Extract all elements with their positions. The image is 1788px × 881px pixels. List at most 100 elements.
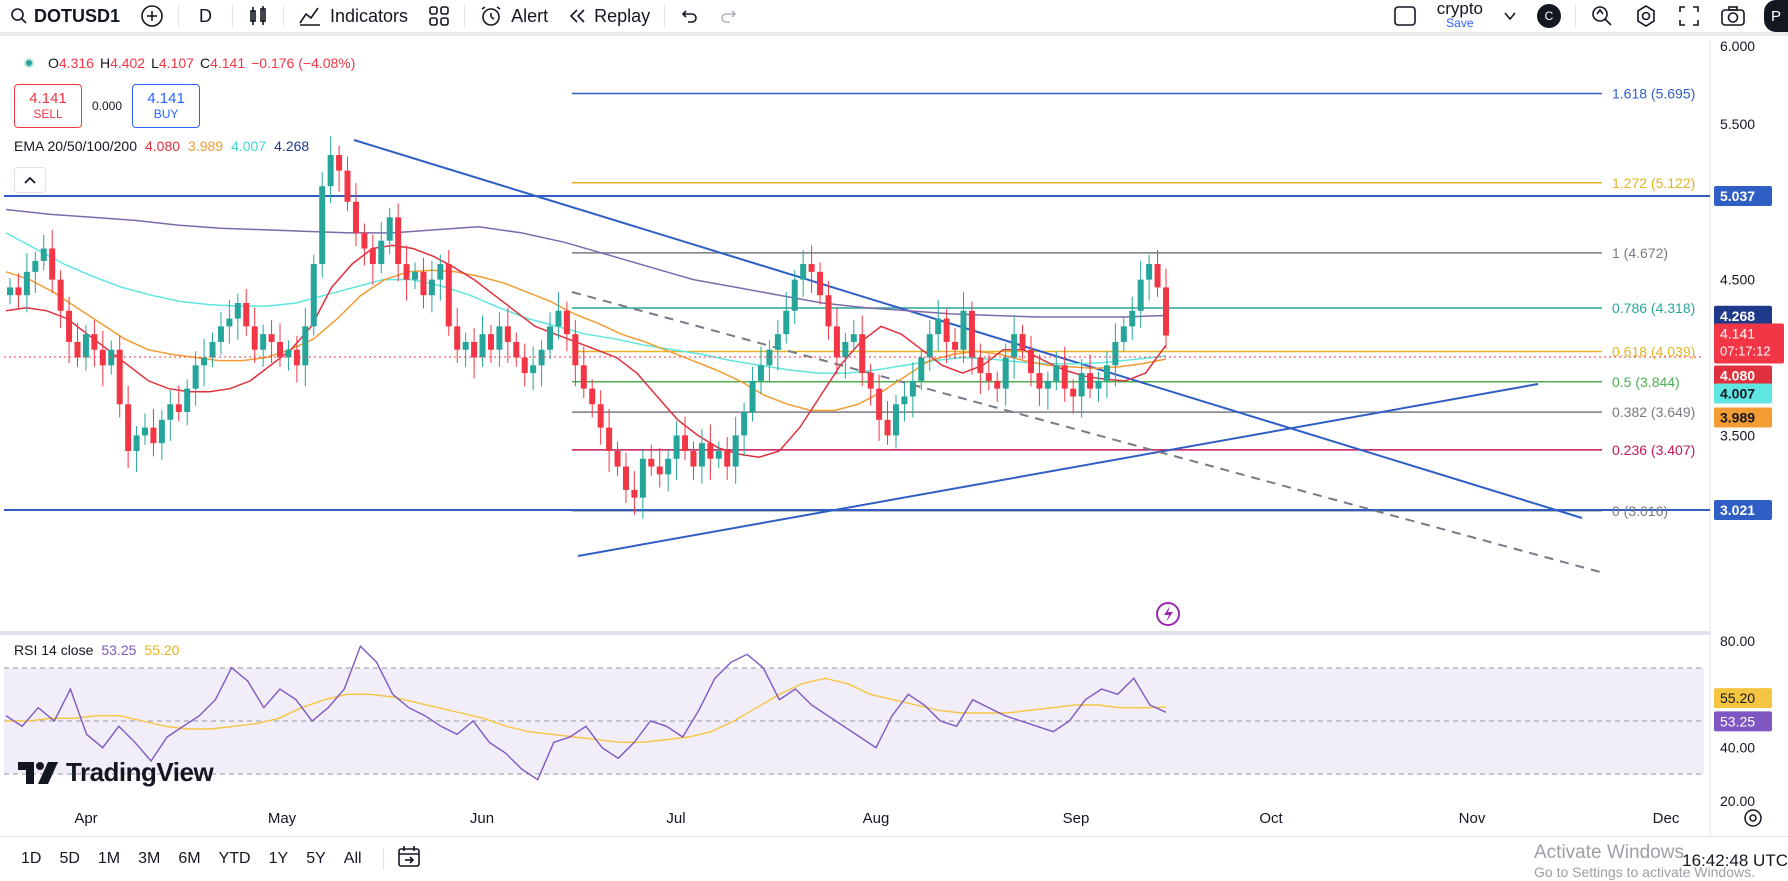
fib-label-1: 1.272 (5.122) [1612,175,1695,191]
trend-lines[interactable] [353,139,1601,573]
close-value: 4.141 [210,55,246,71]
save-link[interactable]: Save [1446,16,1474,30]
ascending-trendline[interactable] [577,383,1539,557]
goto-date-button[interactable] [396,845,422,874]
buy-button[interactable]: 4.141 BUY [132,84,201,128]
tradingview-logo[interactable]: TradingView [18,757,214,788]
candle-body-12 [108,349,115,366]
price-chart[interactable]: 1.618 (5.695) 1.272 (5.122) 1 (4.672) 0.786… [0,40,1788,836]
lightning-icon [1164,606,1173,622]
range-6m[interactable]: 6M [178,850,201,867]
candle-body-1 [15,287,22,296]
candle-body-6 [57,279,64,311]
layout-title: crypto [1436,0,1483,18]
range-5d[interactable]: 5D [59,850,80,867]
user-menu[interactable]: C [1527,0,1571,32]
candle-body-119 [1011,334,1018,358]
candle-body-8 [74,341,81,358]
fib-label-7: 0.236 (3.407) [1612,442,1695,458]
bottom-bar: 1D 5D 1M 3M 6M YTD 1Y 5Y All [0,836,1788,881]
collapse-legend-button[interactable] [14,167,46,193]
price-tag-bg-2 [1714,323,1784,364]
rsi-tag-bg-0 [1714,688,1772,709]
templates-button[interactable] [418,0,460,32]
buy-price: 4.141 [147,90,185,108]
fib-labels: 1.618 (5.695) 1.272 (5.122) 1 (4.672) 0.786… [1612,86,1695,519]
range-ytd[interactable]: YTD [218,850,251,867]
candle-body-93 [791,279,798,311]
timeaxis-settings-icon[interactable] [1744,809,1762,827]
candle-body-109 [926,334,933,358]
toolbar-right: crypto Save C P [1383,0,1788,32]
symbol-name: DOTUSD1 [34,5,121,26]
rsi-legend[interactable]: RSI 14 close 53.25 55.20 [14,642,179,658]
dashed-projection-line[interactable] [571,291,1601,573]
time-axis[interactable]: Apr May Jun Jul Aug Sep Oct Nov Dec [74,810,1680,827]
undo-button[interactable] [669,0,709,32]
candle-body-64 [547,326,554,350]
range-all[interactable]: All [343,850,362,867]
sell-label: SELL [33,106,63,121]
brand-name: TradingView [66,757,214,787]
event-marker[interactable] [1156,602,1180,626]
candle-body-49 [420,271,427,296]
candle-body-54 [462,341,469,350]
candle-body-37 [319,186,326,265]
layout-toggle[interactable] [1383,0,1427,32]
alert-button[interactable]: Alert [469,0,558,32]
plus-circle-icon [141,5,163,27]
candle-body-136 [1154,264,1161,288]
candle-body-44 [378,240,385,265]
price-tag-bg-4 [1714,383,1772,404]
range-1d[interactable]: 1D [21,850,42,867]
square-icon [1393,6,1416,26]
fullscreen-button[interactable] [1668,0,1710,32]
divider [232,5,234,27]
candle-body-92 [783,310,790,335]
symbol-search[interactable]: DOTUSD1 [0,0,130,32]
range-5y[interactable]: 5Y [306,850,326,867]
range-3m[interactable]: 3M [138,850,161,867]
compare-button[interactable] [130,0,174,32]
chart-type-button[interactable] [237,0,279,32]
ema-title: EMA 20/50/100/200 [14,138,137,154]
change-value: −0.176 (−4.08%) [251,55,356,71]
price-axis[interactable]: 6.000 5.500 4.500 3.500 [1720,40,1755,443]
candle-body-41 [352,201,359,233]
candle-body-81 [690,450,697,467]
candle-body-67 [572,334,579,366]
rsi-title: RSI 14 close [14,642,94,658]
ema-legend[interactable]: EMA 20/50/100/200 4.080 3.989 4.007 4.26… [14,138,309,154]
candle-body-31 [268,334,275,342]
watermark-title: Activate Windows [1534,842,1684,863]
fib-label-0: 1.618 (5.695) [1612,86,1695,102]
range-1m[interactable]: 1M [97,850,121,867]
layout-name[interactable]: crypto Save [1427,0,1493,32]
replay-button[interactable]: Replay [558,0,660,32]
price-axis-label-0: 6.000 [1720,40,1755,54]
candle-body-73 [622,466,629,490]
snapshot-button[interactable] [1710,0,1756,32]
layout-menu[interactable] [1493,0,1527,32]
settings-button[interactable] [1624,0,1668,32]
fib-label-8: 0 (3.016) [1612,503,1668,519]
candle-body-38 [327,155,334,187]
candle-body-114 [968,310,975,358]
candle-body-26 [226,318,233,327]
sell-button[interactable]: 4.141 SELL [14,84,82,128]
fib-label-5: 0.5 (3.844) [1612,374,1680,390]
descending-trendline[interactable] [353,139,1583,519]
interval-button[interactable]: D [199,5,213,26]
range-1y[interactable]: 1Y [268,850,289,867]
candle-body-111 [943,318,950,342]
utc-clock[interactable]: 16:42:48 UTC [1682,851,1788,870]
top-toolbar: DOTUSD1 D Indicators Alert Replay crypto… [0,0,1788,36]
redo-button[interactable] [709,0,749,32]
profile-button[interactable]: P [1764,0,1788,32]
quick-search-button[interactable] [1580,0,1624,32]
indicators-icon [299,7,321,26]
candle-body-116 [985,373,992,381]
time-axis-label-0: Apr [74,810,97,827]
indicators-button[interactable]: Indicators [288,0,418,32]
candle-body-19 [167,404,174,420]
